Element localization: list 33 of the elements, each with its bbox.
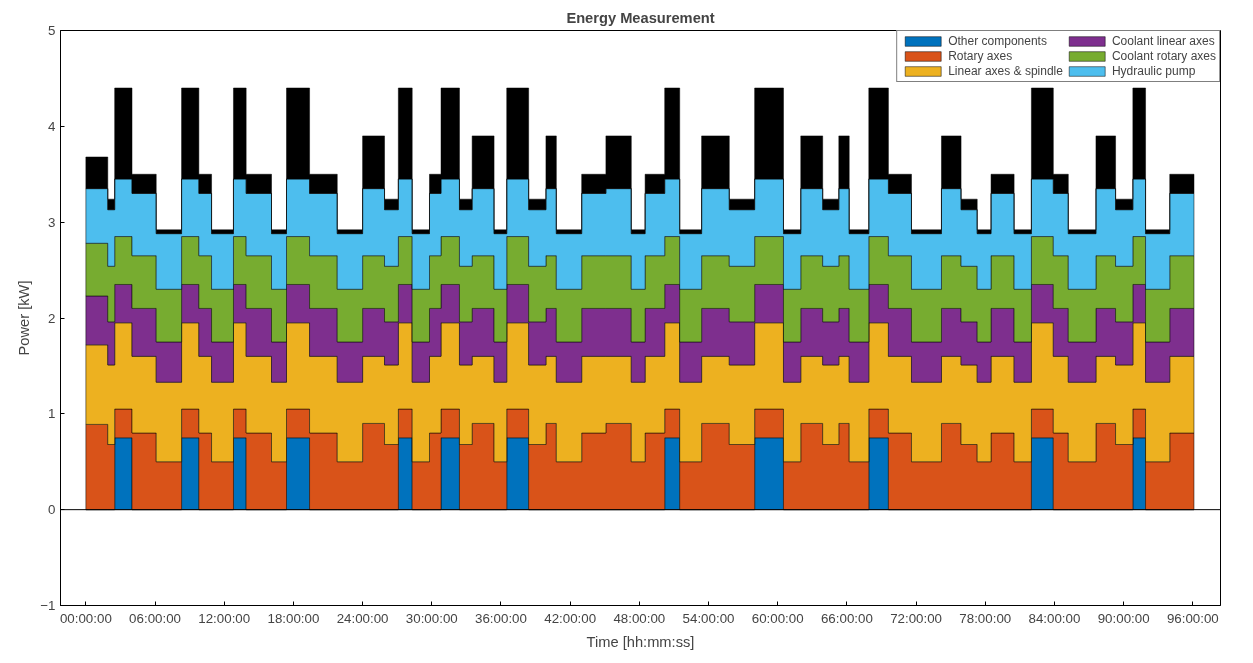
x-tick-label: 36:00:00 — [475, 610, 527, 626]
legend-label: Linear axes & spindle — [948, 64, 1063, 78]
y-tick-label: −1 — [40, 598, 56, 613]
x-tick-label: 00:00:00 — [59, 610, 112, 626]
x-axis-title: Time [hh:mm:ss] — [586, 633, 695, 650]
x-tick-label: 18:00:00 — [267, 610, 320, 626]
legend-label: Coolant rotary axes — [1111, 49, 1216, 63]
x-tick-label: 60:00:00 — [751, 610, 804, 626]
chart-title: Energy Measurement — [566, 9, 715, 26]
x-tick-label: 72:00:00 — [890, 610, 943, 626]
x-tick-label: 06:00:00 — [129, 610, 181, 626]
x-tick-label: 66:00:00 — [820, 610, 873, 626]
x-tick-label: 78:00:00 — [959, 610, 1012, 626]
x-tick-label: 30:00:00 — [405, 610, 458, 626]
y-tick-label: 3 — [48, 214, 56, 230]
x-tick-label: 96:00:00 — [1166, 610, 1219, 626]
y-tick-label: 4 — [48, 118, 57, 134]
x-tick-label: 12:00:00 — [198, 610, 251, 626]
x-tick-label: 54:00:00 — [682, 610, 735, 626]
y-tick-label: 1 — [48, 406, 56, 422]
legend-label: Other components — [948, 34, 1047, 48]
legend-label: Rotary axes — [948, 49, 1013, 63]
y-tick-label: 0 — [48, 502, 56, 518]
legend-label: Hydraulic pump — [1111, 64, 1196, 78]
x-tick-label: 42:00:00 — [544, 610, 597, 626]
legend-label: Coolant linear axes — [1111, 34, 1215, 48]
y-axis-title: Power [kW] — [16, 280, 33, 356]
x-tick-label: 84:00:00 — [1028, 610, 1081, 626]
x-tick-label: 90:00:00 — [1097, 610, 1150, 626]
x-tick-label: 48:00:00 — [613, 610, 666, 626]
x-tick-label: 24:00:00 — [336, 610, 389, 626]
y-tick-label: 2 — [48, 310, 56, 326]
y-tick-label: 5 — [48, 23, 56, 38]
